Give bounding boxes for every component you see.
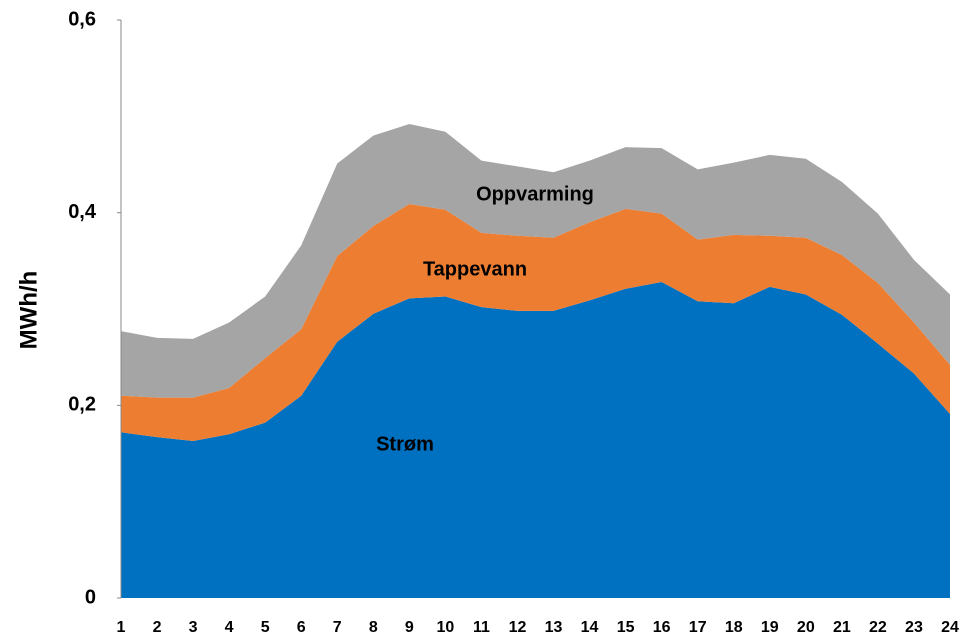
x-tick-label: 4 [225, 619, 234, 636]
x-tick-label: 13 [545, 619, 563, 636]
x-tick-label: 10 [436, 619, 454, 636]
x-tick-label: 9 [405, 619, 414, 636]
x-tick-label: 2 [153, 619, 162, 636]
x-tick-label: 23 [905, 619, 923, 636]
x-tick-label: 14 [581, 619, 599, 636]
y-tick-label: 0,6 [68, 8, 96, 30]
x-tick-label: 11 [473, 619, 490, 636]
x-tick-label: 8 [369, 619, 378, 636]
x-tick-label: 21 [833, 619, 851, 636]
y-axis-label: MWh/h [15, 271, 42, 350]
area [121, 124, 950, 398]
x-tick-label: 6 [297, 619, 306, 636]
x-tick-label: 24 [941, 619, 959, 636]
x-tick-label: 18 [725, 619, 743, 636]
series-label: Strøm [376, 433, 434, 455]
x-tick-label: 5 [261, 619, 270, 636]
x-tick-label: 3 [189, 619, 198, 636]
x-tick-label: 19 [761, 619, 779, 636]
x-tick-label: 22 [869, 619, 887, 636]
y-tick-label: 0 [85, 586, 96, 608]
area [121, 203, 950, 441]
x-tick-label: 17 [689, 619, 707, 636]
series-label: Tappevann [423, 258, 527, 280]
x-tick-label: 16 [653, 619, 671, 636]
x-tick-label: 20 [797, 619, 815, 636]
x-tick-label: 1 [117, 619, 126, 636]
y-tick-label: 0,4 [68, 201, 97, 223]
x-tick-label: 7 [333, 619, 342, 636]
x-tick-label: 12 [509, 619, 527, 636]
series-label: Oppvarming [476, 183, 594, 205]
y-tick-label: 0,2 [68, 394, 96, 416]
x-tick-label: 15 [617, 619, 635, 636]
area [121, 282, 950, 598]
